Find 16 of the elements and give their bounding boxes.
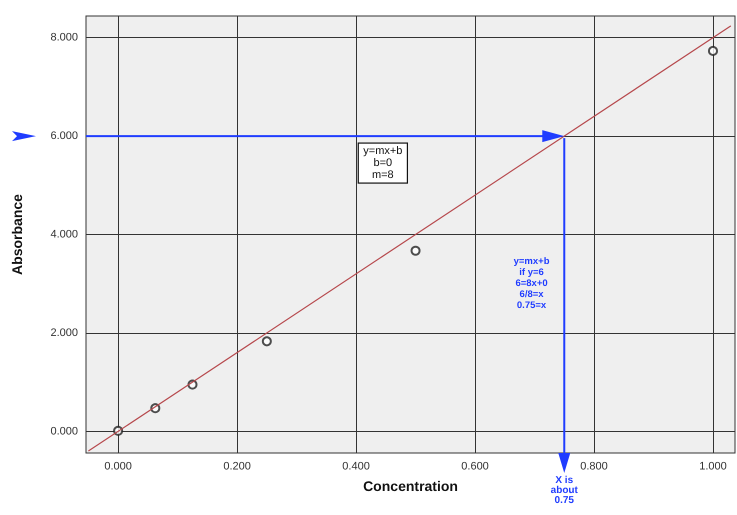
y-tick-label: 2.000 [50,326,78,339]
annotation: y=mx+b b=0 m=8 [363,145,402,182]
x-tick-label: 0.000 [104,460,132,472]
y-axis-title: Absorbance [9,194,25,275]
x-tick-label: 0.600 [461,460,489,472]
ref-line-label: X is about 0.75 [550,475,579,506]
y-tick-label: 8.000 [50,32,78,44]
y-tick-label: 4.000 [50,228,78,240]
y-tick-label: 6.000 [50,130,78,142]
x-axis-title: Concentration [363,478,458,494]
x-tick-label: 0.400 [342,460,370,472]
x-tick-label: 0.800 [580,460,608,472]
x-tick-label: 1.000 [699,460,727,472]
annotation: y=mx+b if y=6 6=8x+0 6/8=x 0.75=x [514,256,550,312]
y-tick-label: 0.000 [50,425,78,438]
x-tick-label: 0.200 [223,460,251,472]
